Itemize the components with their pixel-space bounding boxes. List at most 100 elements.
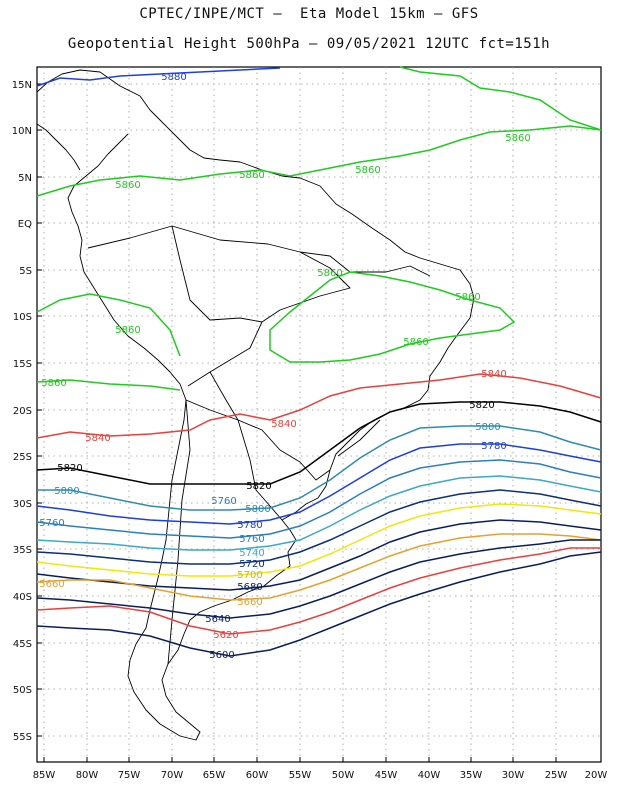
south-america-coast — [36, 69, 475, 741]
contour-label: 5760 — [39, 518, 64, 529]
lon-label: 45W — [375, 770, 398, 781]
contour-5860 — [36, 125, 602, 197]
contour-5800 — [37, 425, 602, 511]
contour-label: 5800 — [245, 504, 270, 515]
title-line-2: Geopotential Height 500hPa – 09/05/2021 … — [67, 36, 551, 52]
map-frame — [36, 66, 602, 763]
lat-label: 15S — [13, 359, 32, 370]
contour-5880 — [36, 67, 281, 87]
contour-5740 — [36, 475, 602, 551]
lat-label: 45S — [13, 639, 32, 650]
contour-5860 — [399, 66, 602, 131]
contour-label: 5660 — [237, 597, 262, 608]
longitude-labels: 85W 80W 75W 70W 65W 60W 55W 50W 45W 40W … — [33, 770, 608, 781]
lat-label: 15N — [12, 80, 32, 91]
lon-label: 55W — [289, 770, 312, 781]
lat-label: EQ — [18, 219, 32, 230]
lon-label: 80W — [76, 770, 99, 781]
lon-label: 35W — [460, 770, 483, 781]
contour-label: 5640 — [205, 614, 230, 625]
contour-5780 — [36, 443, 602, 525]
contour-5720 — [36, 489, 602, 565]
lon-label: 60W — [246, 770, 269, 781]
border-line — [209, 371, 283, 521]
lon-label: 25W — [545, 770, 568, 781]
border-line — [87, 225, 351, 387]
contour-5840 — [36, 373, 602, 439]
border-line — [337, 419, 381, 457]
border-line — [185, 399, 331, 481]
contour-5860 — [36, 293, 181, 357]
lon-label: 85W — [33, 770, 56, 781]
contour-5700 — [36, 503, 602, 577]
border-line — [171, 225, 263, 323]
contour-label: 5860 — [317, 268, 342, 279]
lat-label: 10N — [12, 126, 32, 137]
lat-label: 50S — [13, 685, 32, 696]
lon-label: 50W — [332, 770, 355, 781]
contour-label: 5820 — [246, 481, 271, 492]
contour-5600 — [36, 551, 602, 657]
contour-label: 5660 — [39, 579, 64, 590]
lon-label: 40W — [418, 770, 441, 781]
contour-label: 5600 — [209, 650, 234, 661]
contour-label: 5740 — [239, 548, 264, 559]
contour-5860 — [269, 271, 516, 363]
contour-label: 5860 — [505, 133, 530, 144]
lat-label: 35S — [13, 545, 32, 556]
lat-label: 40S — [13, 592, 32, 603]
coastlines — [36, 69, 475, 741]
border-line — [299, 251, 431, 277]
contour-5640 — [36, 539, 601, 619]
contour-label: 5780 — [237, 520, 262, 531]
contour-label: 5840 — [85, 433, 110, 444]
contour-label: 5820 — [469, 400, 494, 411]
contour-labels: 5880 5860 5860 5860 5860 5860 5860 5860 … — [39, 72, 530, 661]
contour-label: 5860 — [41, 378, 66, 389]
lat-label: 20S — [13, 406, 32, 417]
contour-label: 5860 — [455, 292, 480, 303]
lon-label: 70W — [161, 770, 184, 781]
contour-label: 5620 — [213, 630, 238, 641]
contour-label: 5700 — [237, 570, 262, 581]
lat-label: 10S — [13, 312, 32, 323]
contour-label: 5760 — [211, 496, 236, 507]
border-line — [167, 399, 191, 665]
contour-5860 — [36, 379, 181, 391]
contour-label: 5880 — [161, 72, 186, 83]
contour-label: 5760 — [239, 534, 264, 545]
lon-label: 30W — [502, 770, 525, 781]
contour-label: 5820 — [57, 463, 82, 474]
latitude-labels: 15N 10N 5N EQ 5S 10S 15S 20S 25S 30S 35S… — [12, 80, 32, 743]
contour-label: 5860 — [403, 337, 428, 348]
contour-label: 5860 — [115, 325, 140, 336]
contour-5660 — [36, 533, 602, 601]
contour-label: 5840 — [481, 369, 506, 380]
lat-label: 5N — [18, 173, 32, 184]
contour-5820 — [36, 401, 602, 485]
graticule — [37, 67, 601, 762]
lat-label: 30S — [13, 499, 32, 510]
central-america-coast — [36, 123, 81, 171]
lat-label: 55S — [13, 732, 32, 743]
lon-label: 65W — [203, 770, 226, 781]
contour-label: 5860 — [239, 170, 264, 181]
lon-label: 75W — [118, 770, 141, 781]
contour-label: 5720 — [239, 559, 264, 570]
contour-label: 5800 — [475, 422, 500, 433]
contour-label: 5800 — [54, 486, 79, 497]
contour-label: 5860 — [355, 165, 380, 176]
contours — [36, 66, 602, 657]
contour-5760 — [36, 459, 602, 539]
contour-5620 — [36, 547, 601, 635]
contour-label: 5860 — [115, 180, 140, 191]
lat-label: 25S — [13, 452, 32, 463]
tick-marks — [37, 83, 557, 762]
title-line-1: CPTEC/INPE/MCT – Eta Model 15km – GFS — [139, 6, 479, 22]
contour-label: 5680 — [237, 582, 262, 593]
lat-label: 5S — [19, 266, 32, 277]
contour-label: 5780 — [481, 441, 506, 452]
lon-label: 20W — [585, 770, 608, 781]
contour-label: 5840 — [271, 419, 296, 430]
